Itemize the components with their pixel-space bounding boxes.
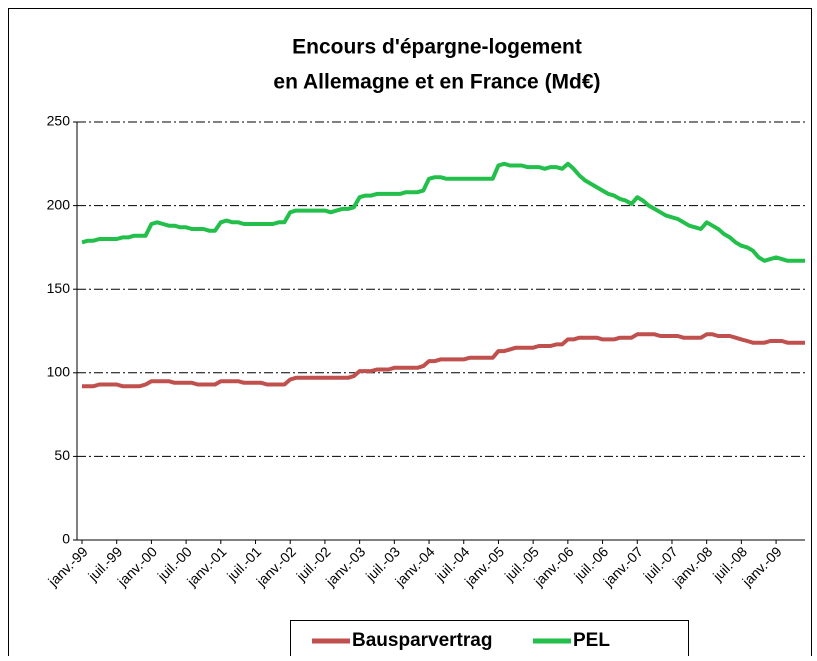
y-tick-label: 200 [47,196,71,212]
grid [77,121,805,457]
y-tick-label: 150 [47,280,71,296]
legend-box [290,620,689,661]
legend-label: PEL [573,630,610,651]
y-tick-label: 100 [47,364,71,380]
legend: Bausparvertrag PEL [290,620,689,661]
y-tick-label: 50 [54,447,70,463]
series-line [81,161,805,263]
y-tick-label: 0 [62,531,70,547]
legend-label: Bausparvertrag [352,630,492,651]
y-tick-label: 250 [47,113,71,129]
chart-title: Encours d'épargne-logement [292,36,582,59]
chart-subtitle: en Allemagne et en France (Md€) [273,71,600,94]
series-line [82,332,805,389]
lines [81,161,805,389]
